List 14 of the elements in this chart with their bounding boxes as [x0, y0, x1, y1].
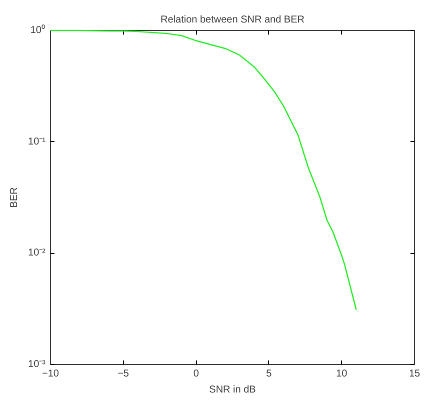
y-tick-label: 10⁻³ — [28, 359, 46, 370]
x-axis-title: SNR in dB — [209, 384, 256, 396]
x-tick-label: 10 — [336, 368, 348, 380]
x-tick-label: 5 — [266, 368, 272, 380]
y-axis-title: BER — [9, 187, 20, 208]
y-tick-label: 10⁰ — [30, 24, 46, 36]
x-tick-label: −10 — [42, 368, 60, 380]
y-tick-label: 10⁻² — [28, 248, 46, 259]
line-series — [50, 30, 357, 310]
x-tick-label: 15 — [408, 368, 420, 380]
chart-title: Relation between SNR and BER — [160, 14, 304, 26]
y-tick-label: 10⁻¹ — [28, 136, 46, 148]
x-tick-label: −5 — [118, 368, 130, 380]
x-tick-label: 0 — [193, 368, 200, 380]
